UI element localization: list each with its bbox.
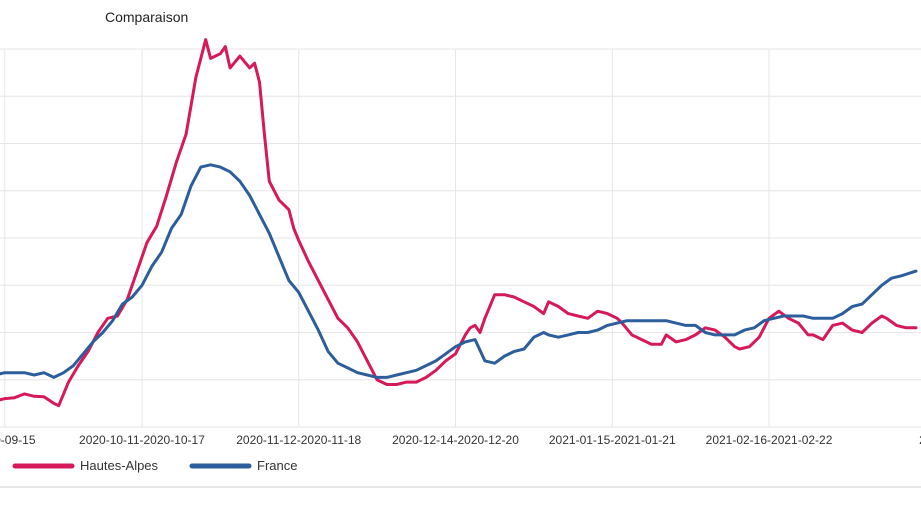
x-tick-label: 2020-10-11-2020-10-17 <box>79 433 205 447</box>
x-tick-label: 20 <box>919 433 921 447</box>
legend[interactable]: Hautes-Alpes France <box>12 458 297 473</box>
x-tick-label: 2020-12-14-2020-12-20 <box>392 433 519 447</box>
series-lines <box>0 38 918 408</box>
x-axis-ticks: 2020-09-15 2020-10-11-2020-10-17 2020-11-1… <box>0 433 921 447</box>
grid <box>0 48 921 428</box>
x-tick-label: 2020-09-15 <box>0 433 36 447</box>
x-tick-label: 2020-11-12-2020-11-18 <box>236 433 361 447</box>
legend-label: Hautes-Alpes <box>80 458 159 473</box>
x-tick-label: 2021-01-15-2021-01-21 <box>549 433 676 447</box>
legend-item-0[interactable]: Hautes-Alpes <box>12 458 159 473</box>
series-line-1 <box>0 163 918 379</box>
series-line-0 <box>0 38 918 408</box>
x-tick-label: 2021-02-16-2021-02-22 <box>706 433 833 447</box>
chart-title: Comparaison <box>105 9 189 25</box>
legend-item-1[interactable]: France <box>189 458 297 473</box>
legend-label: France <box>257 458 297 473</box>
